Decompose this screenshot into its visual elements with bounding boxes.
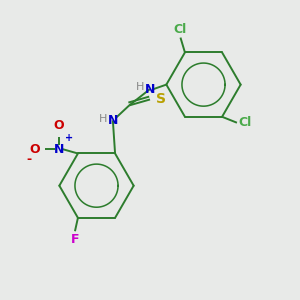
Text: N: N [145, 82, 155, 96]
Text: F: F [71, 233, 79, 246]
Text: O: O [53, 119, 64, 132]
Text: Cl: Cl [238, 116, 252, 129]
Text: H: H [136, 82, 145, 92]
Text: O: O [30, 142, 40, 155]
Text: Cl: Cl [174, 23, 187, 36]
Text: N: N [108, 114, 118, 127]
Text: N: N [53, 142, 64, 155]
Text: -: - [26, 154, 32, 166]
Text: S: S [156, 92, 166, 106]
Text: H: H [99, 114, 107, 124]
Text: +: + [64, 133, 73, 143]
